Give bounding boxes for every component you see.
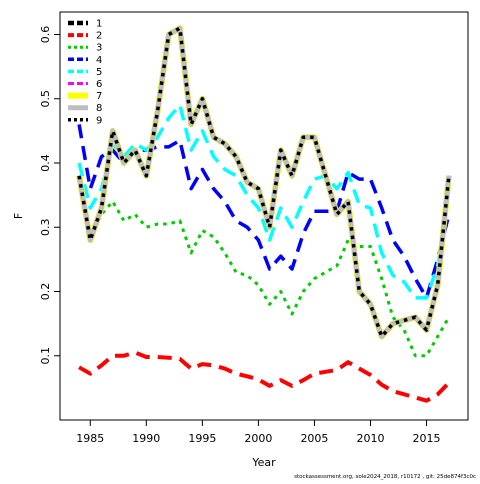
legend-label-2: 2 <box>96 31 102 42</box>
x-tick-label: 1990 <box>132 432 160 445</box>
y-tick-label: 0.1 <box>39 347 52 365</box>
legend-label-5: 5 <box>96 67 102 78</box>
x-axis: 1985 1990 1995 2000 2005 2010 2015 <box>76 420 441 445</box>
legend-label-9: 9 <box>96 115 102 126</box>
x-tick-label: 2010 <box>356 432 384 445</box>
series-line-4 <box>77 124 451 300</box>
y-axis: 0.1 0.2 0.3 0.4 0.5 0.6 <box>39 26 60 365</box>
legend-label-1: 1 <box>96 19 102 30</box>
x-axis-title: Year <box>251 456 276 469</box>
y-tick-label: 0.6 <box>39 26 52 44</box>
y-axis-title: F <box>12 213 25 219</box>
x-tick-label: 1985 <box>76 432 104 445</box>
series-line-2 <box>78 350 451 403</box>
x-tick-label: 2000 <box>244 432 272 445</box>
series-line-8 <box>76 25 452 339</box>
legend-label-3: 3 <box>96 43 102 54</box>
x-tick-label: 2005 <box>300 432 328 445</box>
x-tick-label: 2015 <box>413 432 441 445</box>
y-tick-label: 0.2 <box>39 283 52 301</box>
y-tick-label: 0.4 <box>39 154 52 172</box>
footer-text: stockassessment.org, sole2024_2018, r101… <box>294 474 476 480</box>
series-line-5 <box>77 103 451 300</box>
legend-label-4: 4 <box>96 55 102 66</box>
plot-frame <box>59 11 469 421</box>
y-tick-label: 0.3 <box>39 218 52 236</box>
y-tick-label: 0.5 <box>39 90 52 108</box>
x-tick-label: 1995 <box>188 432 216 445</box>
series-layer <box>76 25 452 403</box>
legend-label-6: 6 <box>96 79 102 90</box>
legend-label-7: 7 <box>96 91 102 102</box>
legend-label-8: 8 <box>96 103 102 114</box>
